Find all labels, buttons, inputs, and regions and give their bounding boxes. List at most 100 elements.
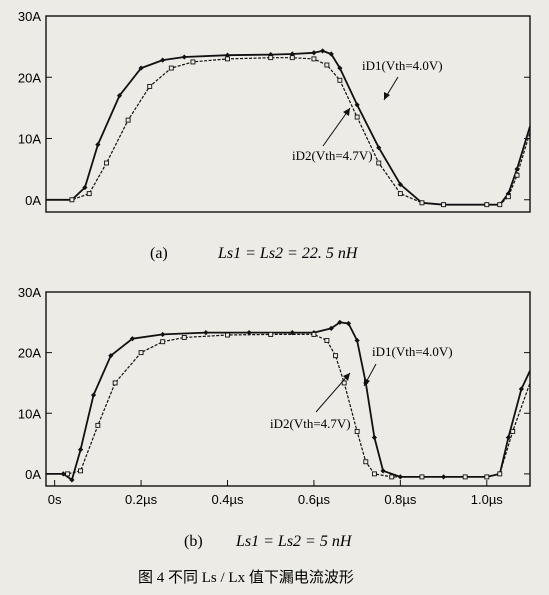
panel-b-arrow-id2 bbox=[315, 372, 351, 413]
x-tick-label: 1.0µs bbox=[471, 492, 504, 507]
series-id1-point bbox=[328, 325, 334, 331]
series-id2-point bbox=[181, 335, 187, 340]
series-id1-point bbox=[69, 477, 75, 483]
panel-b-label: (b) bbox=[184, 533, 203, 550]
series-id1-point bbox=[514, 166, 520, 172]
series-id1-point bbox=[345, 320, 352, 327]
x-tick-label: 0.4µs bbox=[211, 492, 244, 507]
series-id2-line bbox=[46, 57, 531, 206]
panel-b-x-axis: 0s 0.2µs 0.4µs 0.6µs 0.8µs 1.0µs bbox=[48, 480, 504, 507]
series-id1-point bbox=[337, 319, 343, 325]
figure-caption: 图 4 不同 Ls / Lx 值下漏电流波形 bbox=[138, 569, 354, 586]
panel-b-y-axis: 0A 10A 20A 30A bbox=[18, 285, 530, 482]
series-id2-point bbox=[268, 331, 274, 337]
panel-a-annotations: iD1(Vth=4.0V) iD2(Vth=4.7V) bbox=[292, 58, 443, 163]
panel-b-annotation-id2: iD2(Vth=4.7V) bbox=[270, 416, 351, 431]
panel-a-arrowhead-id2 bbox=[343, 108, 350, 116]
panel-a-annotation-id2: iD2(Vth=4.7V) bbox=[292, 148, 373, 163]
y-tick-label: 20A bbox=[18, 346, 41, 361]
series-id1-point bbox=[160, 331, 166, 338]
series-id1-point bbox=[82, 184, 88, 191]
series-id2-point bbox=[289, 55, 295, 61]
series-id2-point bbox=[324, 338, 330, 343]
series-id2-point bbox=[484, 474, 490, 480]
series-id2-point bbox=[112, 380, 118, 386]
series-id1-point bbox=[518, 386, 524, 392]
series-id2-point bbox=[337, 77, 343, 83]
series-id2-point bbox=[441, 202, 447, 208]
series-id2-point bbox=[225, 56, 230, 62]
y-tick-label: 0A bbox=[25, 467, 41, 482]
series-id1-point bbox=[397, 181, 403, 188]
series-id1-point bbox=[319, 48, 326, 54]
series-id2-point bbox=[311, 56, 317, 62]
series-id2-point bbox=[333, 353, 338, 359]
y-tick-label: 0A bbox=[25, 193, 41, 208]
series-id1-point bbox=[289, 330, 295, 336]
series-id1-point bbox=[246, 330, 252, 336]
panel-a-frame bbox=[45, 15, 531, 213]
series-id1-point bbox=[108, 353, 114, 359]
panel-a-annotation-id1: iD1(Vth=4.0V) bbox=[362, 58, 443, 73]
series-id1-point bbox=[354, 337, 360, 344]
series-id2-point bbox=[497, 471, 503, 477]
panel-a-y-axis: 0A 10A 20A 30A bbox=[18, 9, 530, 208]
y-tick-label: 30A bbox=[18, 9, 41, 24]
y-tick-label: 20A bbox=[18, 70, 41, 85]
series-id2-point bbox=[419, 200, 425, 206]
series-id1-point bbox=[116, 93, 123, 99]
series-id1-point bbox=[181, 54, 187, 60]
series-id2-point bbox=[397, 191, 403, 197]
panel-a-arrowhead-id1 bbox=[384, 92, 390, 100]
y-tick-label: 30A bbox=[18, 285, 41, 300]
panel-b-caption: Ls1 = Ls2 = 5 nH bbox=[235, 533, 353, 550]
x-tick-label: 0.6µs bbox=[298, 492, 331, 507]
series-id2-point bbox=[462, 474, 468, 480]
series-id2-point bbox=[69, 197, 75, 203]
series-id2-point bbox=[497, 202, 503, 208]
series-id2-point bbox=[225, 332, 230, 338]
panel-b-annotation-id1: iD1(Vth=4.0V) bbox=[372, 344, 453, 359]
series-id1-point bbox=[371, 434, 378, 441]
series-id2-point bbox=[138, 350, 144, 356]
series-id2-point bbox=[311, 331, 317, 337]
panel-b-annotations: iD1(Vth=4.0V) iD2(Vth=4.7V) bbox=[270, 344, 453, 431]
x-tick-label: 0.2µs bbox=[125, 492, 158, 507]
series-id1-point bbox=[380, 468, 386, 474]
y-tick-label: 10A bbox=[18, 406, 41, 421]
series-id1-point bbox=[505, 191, 511, 197]
x-tick-label: 0.8µs bbox=[384, 492, 417, 507]
series-id2-point bbox=[510, 428, 516, 434]
series-id2-point bbox=[514, 172, 520, 178]
panel-b-frame bbox=[45, 291, 531, 487]
series-id1-point bbox=[337, 65, 343, 71]
series-id2-point bbox=[376, 160, 382, 166]
series-id1-point bbox=[354, 102, 360, 108]
series-id2-point bbox=[363, 459, 369, 465]
series-id2-point bbox=[484, 202, 490, 208]
series-id2-point bbox=[168, 65, 174, 71]
series-id2-point bbox=[324, 62, 330, 68]
panel-a-series bbox=[46, 48, 531, 208]
series-id2-point bbox=[268, 55, 274, 61]
panel-a-arrow-id2 bbox=[322, 107, 351, 147]
panel-a-caption: Ls1 = Ls2 = 22. 5 nH bbox=[217, 245, 359, 262]
x-tick-label: 0s bbox=[48, 492, 62, 507]
series-id2-point bbox=[505, 194, 511, 200]
series-id2-point bbox=[65, 471, 71, 477]
series-id1-point bbox=[289, 51, 295, 57]
panel-a-label: (a) bbox=[150, 245, 168, 262]
series-id1-point bbox=[505, 434, 511, 441]
series-id1-point bbox=[138, 65, 144, 71]
series-id2-point bbox=[95, 422, 101, 428]
series-id1-point bbox=[311, 50, 317, 56]
series-id1-point bbox=[90, 392, 97, 398]
series-id2-point bbox=[354, 428, 360, 434]
series-id2-point bbox=[341, 380, 347, 386]
series-id1-point bbox=[160, 57, 166, 63]
series-id2-point bbox=[125, 117, 131, 123]
series-id2-point bbox=[190, 59, 196, 65]
